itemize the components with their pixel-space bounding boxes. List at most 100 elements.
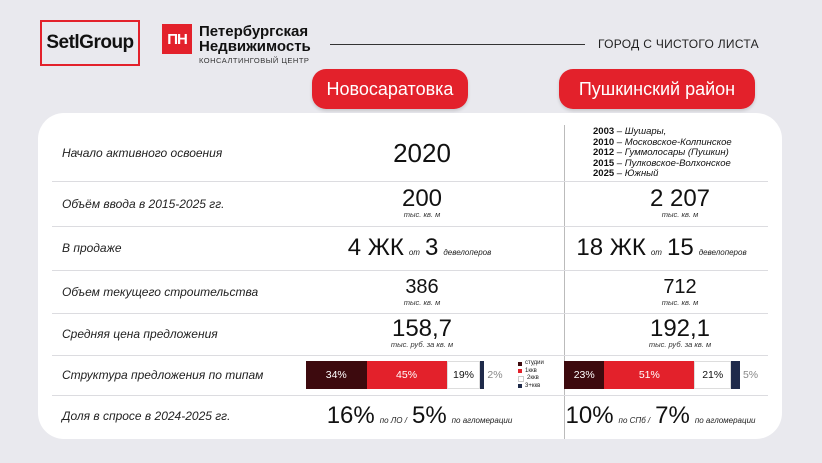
pn-logo-line2: Недвижимость bbox=[199, 38, 311, 55]
pn-logo-text: Петербургская Недвижимость КОНСАЛТИНГОВЫ… bbox=[199, 24, 311, 66]
structure-segment-b-1: 51% bbox=[604, 361, 695, 389]
header-divider bbox=[330, 44, 585, 45]
value-demand-a2: 5% bbox=[411, 402, 447, 429]
value-demand-b2: 7% bbox=[655, 402, 690, 429]
column-divider bbox=[564, 125, 565, 439]
row-start: Начало активного освоения 2020 2003 – Шу… bbox=[52, 125, 768, 182]
history-year: 2015 bbox=[593, 157, 615, 169]
structure-label-a-3: 2% bbox=[487, 369, 503, 381]
legend-item: студии bbox=[518, 360, 544, 368]
column-header-pushkin: Пушкинский район bbox=[559, 69, 755, 109]
unit-developers-b: девелоперов bbox=[698, 248, 747, 257]
structure-label-a-2: 19% bbox=[453, 369, 475, 381]
unit-demand-b2: по агломерации bbox=[694, 416, 756, 425]
structure-bar-a: 34% 45% 19% 2% bbox=[306, 361, 503, 389]
row-label-demand: Доля в спросе в 2024-2025 гг. bbox=[62, 409, 231, 423]
structure-segment-a-1: 45% bbox=[366, 361, 447, 389]
structure-label-b-2: 21% bbox=[702, 369, 724, 381]
row-structure: Структура предложения по типам 34% 45% 19%… bbox=[52, 355, 768, 396]
row-label-price: Средняя цена предложения bbox=[62, 327, 218, 341]
history-text: – Шушары, bbox=[614, 126, 667, 137]
legend-swatch bbox=[518, 369, 522, 374]
legend-item: 2ккв bbox=[518, 375, 544, 383]
history-year: 2010 bbox=[593, 136, 615, 148]
cell-demand-b: 10% по СПб / 7% по агломерации bbox=[548, 395, 778, 437]
unit-volume-b: тыс. кв. м bbox=[661, 209, 699, 219]
unit-volume-a: тыс. кв. м bbox=[403, 209, 441, 219]
cell-construction-a: 386 тыс. кв. м bbox=[342, 270, 502, 313]
pn-logo-icon: ПН bbox=[162, 24, 192, 54]
cell-volume-b: 2 207 тыс. кв. м bbox=[592, 181, 768, 226]
structure-legend: студии 1ккв 2ккв 3+ккв bbox=[518, 360, 544, 390]
structure-segment-a-3 bbox=[480, 361, 485, 389]
unit-construction-b: тыс. кв. м bbox=[661, 297, 699, 307]
row-price: Средняя цена предложения 158,7 тыс. руб.… bbox=[52, 313, 768, 356]
history-item: 2015 – Пулковское-Волхонское bbox=[593, 157, 732, 170]
row-construction: Объем текущего строительства 386 тыс. кв… bbox=[52, 270, 768, 314]
row-on-sale: В продаже 4 ЖК от 3 девелоперов 18 ЖК от… bbox=[52, 226, 768, 271]
structure-segment-b-0: 23% bbox=[564, 361, 605, 389]
history-text: – Пулковское-Волхонское bbox=[614, 157, 731, 169]
history-year: 2025 bbox=[593, 168, 615, 179]
structure-label-a-0: 34% bbox=[325, 369, 347, 381]
cell-volume-a: 200 тыс. кв. м bbox=[342, 181, 502, 226]
value-price-a: 158,7 bbox=[391, 315, 453, 342]
value-volume-b: 2 207 bbox=[649, 184, 711, 212]
legend-label: 3+ккв bbox=[525, 382, 541, 389]
history-text: – Южный bbox=[614, 168, 659, 179]
history-item: 2003 – Шушары, bbox=[593, 126, 732, 138]
unit-demand-b1: по СПб / bbox=[618, 416, 651, 425]
structure-label-b-0: 23% bbox=[573, 369, 595, 381]
cell-price-b: 192,1 тыс. руб. за кв. м bbox=[592, 313, 768, 355]
history-list: 2003 – Шушары, 2010 – Московское-Колпинск… bbox=[593, 126, 732, 180]
label-from-b: от bbox=[650, 248, 662, 257]
value-complexes-b: 18 ЖК bbox=[576, 234, 646, 261]
cell-demand-a: 16% по ЛО / 5% по агломерации bbox=[302, 395, 542, 437]
legend-item: 1ккв bbox=[518, 368, 544, 376]
row-label-construction: Объем текущего строительства bbox=[62, 284, 259, 299]
structure-label-b-1: 51% bbox=[638, 369, 660, 381]
structure-label-a-1: 45% bbox=[396, 369, 418, 381]
unit-demand-a1: по ЛО / bbox=[379, 416, 407, 425]
value-developers-a: 3 bbox=[424, 234, 439, 261]
value-volume-a: 200 bbox=[401, 184, 443, 212]
unit-developers-a: девелоперов bbox=[443, 248, 492, 257]
unit-construction-a: тыс. кв. м bbox=[403, 297, 441, 307]
cell-on-sale-b: 18 ЖК от 15 девелоперов bbox=[550, 226, 778, 270]
value-construction-a: 386 bbox=[405, 275, 439, 298]
legend-label: 1ккв bbox=[525, 367, 537, 374]
history-year: 2003 bbox=[593, 126, 615, 137]
legend-item: 3+ккв bbox=[518, 383, 544, 391]
history-item: 2010 – Московское-Колпинское bbox=[593, 136, 732, 149]
cell-start-a: 2020 bbox=[342, 125, 502, 181]
column-header-novosaratovka: Новосаратовка bbox=[312, 69, 468, 109]
structure-bar-b: 23% 51% 21% 5% bbox=[564, 361, 758, 389]
comparison-card: Начало активного освоения 2020 2003 – Шу… bbox=[38, 113, 782, 439]
history-text: – Московское-Колпинское bbox=[614, 136, 732, 148]
unit-demand-a2: по агломерации bbox=[451, 416, 513, 425]
value-demand-a1: 16% bbox=[326, 402, 375, 429]
history-item: 2025 – Южный bbox=[593, 168, 732, 180]
history-item: 2012 – Гуммолосары (Пушкин) bbox=[593, 147, 732, 159]
setlgroup-logo: SetlGroup bbox=[40, 20, 140, 66]
history-text: – Гуммолосары (Пушкин) bbox=[614, 147, 729, 158]
pn-logo: ПН Петербургская Недвижимость КОНСАЛТИНГ… bbox=[162, 24, 311, 66]
cell-on-sale-a: 4 ЖК от 3 девелоперов bbox=[302, 226, 542, 270]
row-label-on-sale: В продаже bbox=[62, 241, 122, 255]
row-volume: Объём ввода в 2015-2025 гг. 200 тыс. кв.… bbox=[52, 181, 768, 227]
cell-construction-b: 712 тыс. кв. м bbox=[592, 270, 768, 313]
row-label-start: Начало активного освоения bbox=[62, 146, 223, 160]
legend-swatch bbox=[518, 361, 522, 366]
unit-price-b: тыс. руб. за кв. м bbox=[648, 340, 712, 349]
legend-label: студии bbox=[525, 360, 544, 366]
legend-swatch bbox=[518, 384, 522, 389]
history-year: 2012 bbox=[593, 147, 615, 158]
legend-swatch bbox=[518, 375, 524, 382]
header-tagline: ГОРОД С ЧИСТОГО ЛИСТА bbox=[598, 37, 759, 51]
value-construction-b: 712 bbox=[663, 275, 697, 298]
row-label-structure: Структура предложения по типам bbox=[62, 368, 264, 382]
structure-label-b-3: 5% bbox=[742, 369, 759, 381]
unit-price-a: тыс. руб. за кв. м bbox=[390, 340, 454, 349]
row-label-volume: Объём ввода в 2015-2025 гг. bbox=[62, 196, 225, 211]
structure-segment-a-2: 19% bbox=[446, 361, 481, 389]
